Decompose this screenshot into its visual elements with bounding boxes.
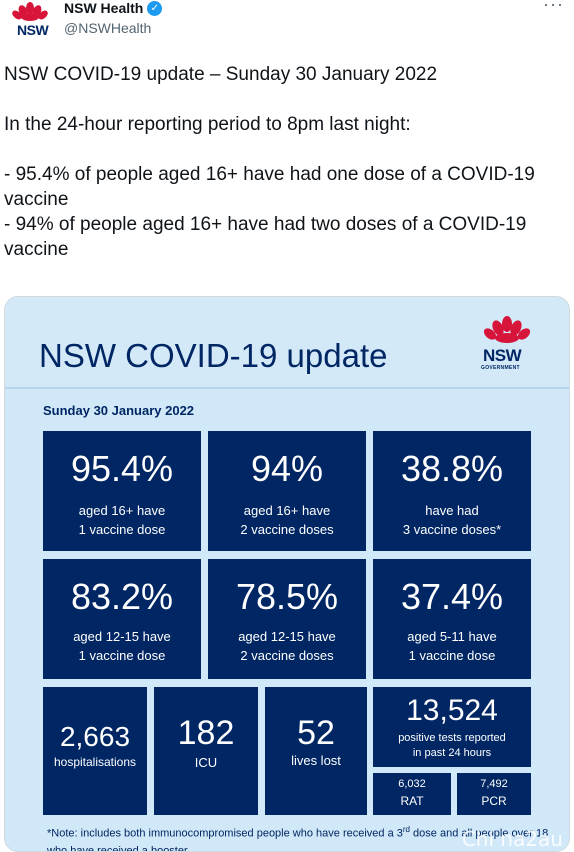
positive-tests-tile: 13,524 positive tests reported in past 2… [373, 687, 531, 767]
tweet-header: NSW NSW Health ✓ @NSWHealth ··· [0, 0, 574, 44]
stat-label: 2 vaccine doses [240, 522, 334, 537]
waratah-flower-icon [483, 316, 531, 343]
stat-tile: 95.4% aged 16+ have 1 vaccine dose [43, 431, 201, 551]
infographic-title: NSW COVID-19 update [39, 337, 388, 374]
nsw-logo-word: NSW [483, 346, 522, 365]
stat-label: 1 vaccine dose [408, 648, 496, 663]
hospitalisations-tile: 2,663 hospitalisations [43, 687, 147, 815]
author-handle[interactable]: @NSWHealth [64, 20, 152, 36]
tweet-body: NSW COVID-19 update – Sunday 30 January … [4, 62, 564, 262]
stat-label: 3 vaccine doses* [402, 522, 502, 537]
tweet-media-image[interactable]: NSW COVID-19 update NSW GOVERNMENT Sunda… [4, 296, 570, 852]
stat-tile: 38.8% have had 3 vaccine doses* [373, 431, 531, 551]
stat-label: 1 vaccine dose [78, 522, 166, 537]
stat-value: 6,032 [398, 778, 426, 790]
stat-label: hospitalisations [53, 755, 137, 769]
footnote-text: *Note: includes both immunocompromised p… [47, 827, 403, 840]
stat-label: ICU [194, 755, 218, 770]
stat-label: PCR [481, 794, 507, 808]
watermark: Chi na2au [461, 827, 563, 851]
stat-label: aged 12-15 have [73, 629, 171, 644]
stat-label: have had [425, 503, 479, 518]
tweet-line: - 94% of people aged 16+ have had two do… [4, 214, 527, 260]
stat-value: 95.4% [70, 448, 174, 489]
author-name[interactable]: NSW Health ✓ [64, 0, 163, 16]
stat-value: 2,663 [59, 721, 131, 752]
footnote-superscript: rd [402, 825, 410, 834]
more-options-icon[interactable]: ··· [543, 0, 564, 14]
stat-tile: 83.2% aged 12-15 have 1 vaccine dose [43, 559, 201, 679]
footnote-text: dose and all people over 18 who have rec… [47, 827, 549, 852]
stat-value: 83.2% [70, 576, 174, 617]
stat-value: 13,524 [406, 694, 498, 727]
stat-value: 38.8% [400, 448, 504, 489]
stat-label: aged 16+ have [243, 503, 331, 518]
lives-lost-tile: 52 lives lost [265, 687, 367, 815]
tweet-line-gap [4, 137, 564, 162]
stat-value: 182 [177, 714, 235, 752]
stat-tile: 94% aged 16+ have 2 vaccine doses [208, 431, 366, 551]
stat-tile: 78.5% aged 12-15 have 2 vaccine doses [208, 559, 366, 679]
stat-label: 2 vaccine doses [240, 648, 334, 663]
nsw-health-avatar[interactable]: NSW [8, 2, 52, 40]
stat-label: aged 16+ have [78, 503, 166, 518]
nsw-logo-government: GOVERNMENT [481, 365, 520, 371]
footnote: *Note: includes both immunocompromised p… [47, 821, 557, 852]
verified-badge-icon: ✓ [147, 0, 163, 16]
avatar-logo-text: NSW [17, 22, 49, 38]
tweet-line: In the 24-hour reporting period to 8pm l… [4, 114, 411, 135]
nsw-government-logo: NSW GOVERNMENT [477, 315, 537, 375]
stat-label: positive tests reported [398, 732, 506, 744]
stat-value: 7,492 [480, 778, 508, 790]
stat-value: 52 [297, 714, 335, 752]
icu-tile: 182 ICU [154, 687, 258, 815]
author-name-text[interactable]: NSW Health [64, 0, 144, 16]
pcr-tile: 7,492 PCR [457, 773, 531, 815]
tweet-line: NSW COVID-19 update – Sunday 30 January … [4, 64, 438, 85]
rat-tile: 6,032 RAT [373, 773, 451, 815]
stat-label: in past 24 hours [412, 747, 492, 759]
stat-tile: 37.4% aged 5-11 have 1 vaccine dose [373, 559, 531, 679]
waratah-flower-icon [12, 2, 48, 21]
stat-label: aged 5-11 have [407, 629, 497, 644]
stat-label: RAT [400, 794, 424, 808]
stat-value: 78.5% [235, 576, 339, 617]
stat-label: lives lost [291, 753, 341, 768]
infographic-header: NSW COVID-19 update NSW GOVERNMENT [5, 297, 569, 389]
stat-label: aged 12-15 have [238, 629, 336, 644]
tweet-line-gap [4, 87, 564, 112]
stat-value: 37.4% [400, 576, 504, 617]
tweet-line: - 95.4% of people aged 16+ have had one … [4, 164, 535, 210]
update-date: Sunday 30 January 2022 [43, 403, 195, 418]
stat-value: 94% [250, 448, 324, 489]
stat-label: 1 vaccine dose [78, 648, 166, 663]
